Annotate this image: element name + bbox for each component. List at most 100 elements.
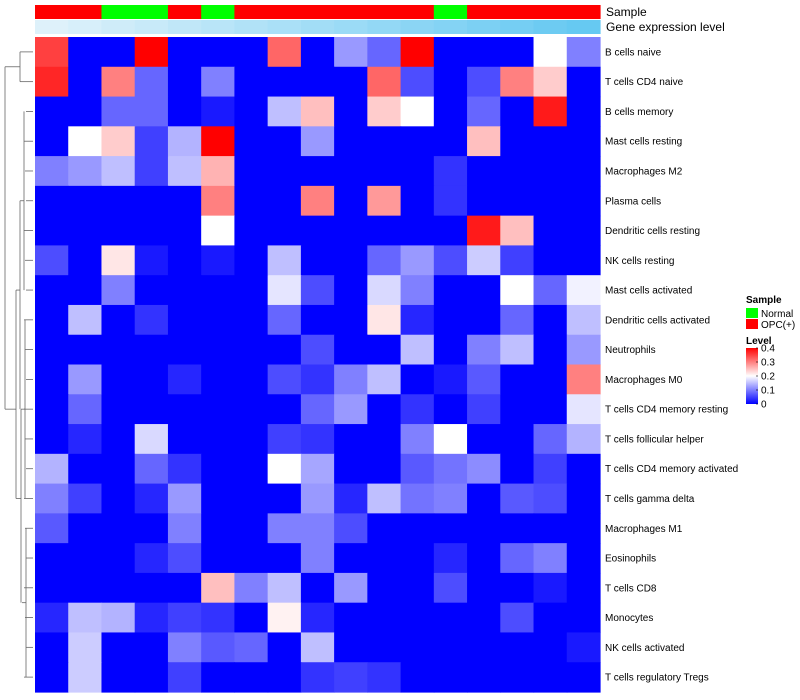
- heatmap-cell: [267, 156, 302, 187]
- heatmap-cell: [566, 364, 601, 395]
- heatmap-cell: [68, 96, 103, 127]
- expression-annotation-cell: [467, 20, 501, 34]
- sample-annotation-cell: [400, 5, 435, 19]
- heatmap-cell: [433, 185, 468, 217]
- heatmap-cell: [533, 453, 568, 485]
- legend-swatch: [746, 319, 758, 329]
- column-annotations: [35, 5, 601, 34]
- heatmap-cell: [35, 543, 69, 574]
- heatmap-cell: [533, 126, 568, 157]
- row-label: NK cells resting: [605, 256, 674, 267]
- heatmap-cell: [234, 543, 269, 574]
- heatmap-cell: [101, 543, 136, 574]
- heatmap-cell: [400, 394, 435, 425]
- heatmap-cell: [334, 215, 368, 247]
- heatmap-cell: [400, 364, 435, 395]
- heatmap-cell: [433, 37, 468, 68]
- heatmap-cell: [68, 364, 103, 395]
- heatmap-cell: [433, 513, 468, 544]
- heatmap-cell: [201, 126, 236, 157]
- heatmap-cell: [234, 572, 269, 604]
- heatmap-cell: [134, 364, 169, 395]
- heatmap-cell: [267, 96, 302, 127]
- heatmap-cell: [500, 543, 535, 574]
- heatmap-cell: [234, 632, 269, 663]
- expression-annotation-cell: [234, 20, 269, 34]
- heatmap-cell: [167, 543, 202, 574]
- heatmap-cell: [467, 96, 501, 127]
- heatmap-cell: [234, 156, 269, 187]
- heatmap-cell: [35, 334, 69, 366]
- heatmap-cell: [433, 275, 468, 306]
- heatmap-cell: [101, 483, 136, 514]
- row-label: T cells regulatory Tregs: [605, 673, 709, 684]
- heatmap-cell: [35, 483, 69, 514]
- heatmap-cell: [134, 215, 169, 247]
- expression-annotation-cell: [566, 20, 601, 34]
- heatmap-cell: [566, 453, 601, 485]
- heatmap-cell: [68, 304, 103, 336]
- heatmap-cell: [35, 513, 69, 544]
- legend-sample-title: Sample: [746, 295, 782, 306]
- heatmap-cell: [201, 66, 236, 98]
- heatmap-cell: [68, 424, 103, 455]
- heatmap-cell: [334, 513, 368, 544]
- heatmap-cell: [35, 66, 69, 98]
- heatmap-cell: [167, 632, 202, 663]
- heatmap-cell: [35, 37, 69, 68]
- heatmap-cell: [400, 156, 435, 187]
- heatmap-cell: [167, 334, 202, 366]
- heatmap-cell: [267, 275, 302, 306]
- heatmap-cells: [35, 37, 601, 693]
- row-label: Monocytes: [605, 613, 653, 624]
- heatmap-cell: [500, 513, 535, 544]
- heatmap-cell: [68, 483, 103, 514]
- heatmap-cell: [367, 483, 402, 514]
- heatmap-cell: [467, 453, 501, 485]
- heatmap-cell: [533, 424, 568, 455]
- heatmap-cell: [167, 37, 202, 68]
- heatmap-cell: [201, 185, 236, 217]
- heatmap-cell: [134, 483, 169, 514]
- heatmap-cell: [433, 304, 468, 336]
- heatmap-cell: [134, 513, 169, 544]
- heatmap-cell: [533, 275, 568, 306]
- heatmap-cell: [267, 543, 302, 574]
- heatmap-cell: [101, 185, 136, 217]
- heatmap-cell: [566, 245, 601, 276]
- heatmap-cell: [300, 245, 335, 276]
- row-label: T cells CD8: [605, 583, 657, 594]
- heatmap-cell: [234, 185, 269, 217]
- sample-annotation-cell: [35, 5, 69, 19]
- heatmap-cell: [134, 394, 169, 425]
- heatmap-cell: [68, 602, 103, 634]
- heatmap-cell: [467, 37, 501, 68]
- heatmap-cell: [566, 96, 601, 127]
- heatmap-cell: [500, 424, 535, 455]
- heatmap-cell: [533, 364, 568, 395]
- heatmap-cell: [167, 483, 202, 514]
- heatmap-cell: [334, 602, 368, 634]
- heatmap-cell: [433, 483, 468, 514]
- heatmap-cell: [533, 215, 568, 247]
- heatmap-cell: [300, 156, 335, 187]
- heatmap-cell: [234, 513, 269, 544]
- heatmap-cell: [134, 632, 169, 663]
- heatmap-cell: [334, 453, 368, 485]
- row-label: Neutrophils: [605, 345, 656, 356]
- heatmap-cell: [267, 304, 302, 336]
- heatmap-cell: [334, 334, 368, 366]
- heatmap-cell: [500, 662, 535, 693]
- heatmap-cell: [367, 543, 402, 574]
- heatmap-cell: [267, 334, 302, 366]
- row-label: B cells naive: [605, 47, 662, 58]
- expression-annotation-cell: [134, 20, 169, 34]
- heatmap-cell: [101, 572, 136, 604]
- heatmap-cell: [500, 602, 535, 634]
- heatmap-cell: [101, 245, 136, 276]
- heatmap-cell: [300, 304, 335, 336]
- heatmap-cell: [234, 126, 269, 157]
- heatmap-cell: [167, 66, 202, 98]
- expression-annotation-cell: [35, 20, 69, 34]
- expression-annotation-cell: [167, 20, 202, 34]
